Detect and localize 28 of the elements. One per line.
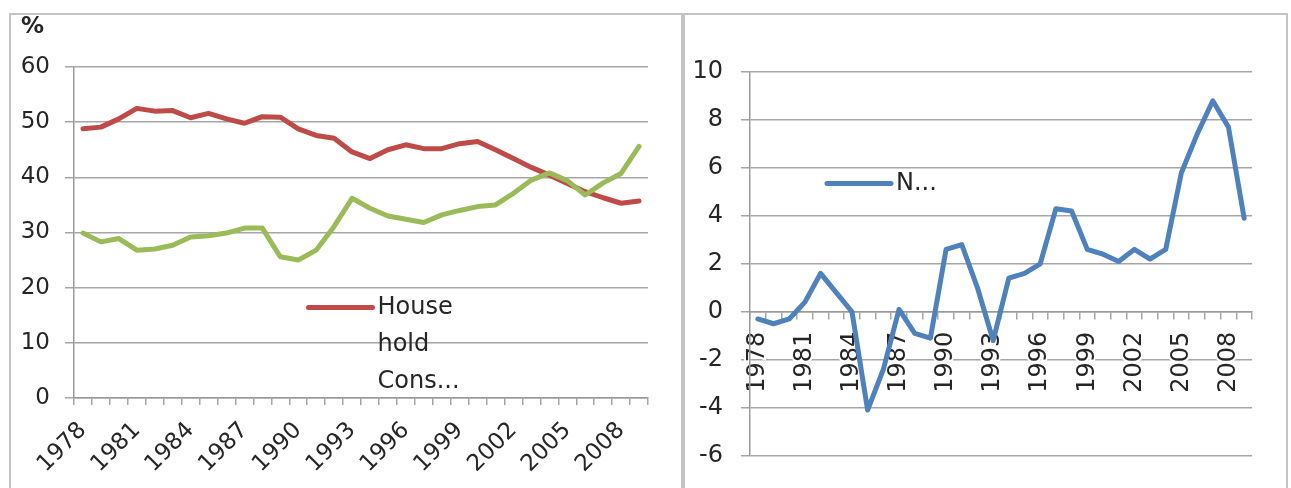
y-tick-label: 2 (707, 248, 723, 277)
y-tick-label: 0 (35, 382, 50, 409)
y-tick-label: -2 (699, 343, 723, 372)
x-tick-label: 1978 (742, 331, 771, 393)
x-tick-label: 1981 (789, 331, 818, 393)
y-tick-label: 6 (707, 152, 723, 181)
y-axis-title: % (21, 12, 45, 39)
y-tick-label: 0 (707, 295, 723, 324)
x-tick-label: 1996 (1024, 331, 1053, 393)
y-tick-label: 60 (20, 51, 50, 78)
y-tick-label: 8 (707, 104, 723, 133)
y-tick-label: -4 (699, 391, 723, 420)
y-tick-label: 50 (20, 107, 50, 134)
x-tick-label: 2002 (1118, 331, 1147, 393)
legend-label: N... (896, 167, 937, 196)
x-tick-label: 1999 (1071, 331, 1100, 393)
y-tick-label: 30 (20, 217, 50, 244)
y-tick-label: 4 (707, 200, 723, 229)
y-tick-label: 10 (20, 327, 50, 354)
x-tick-label: 1993 (977, 331, 1006, 393)
x-tick-label: 1990 (930, 331, 959, 393)
x-tick-label: 2008 (1212, 331, 1241, 393)
legend-label: House hold Cons... (377, 291, 460, 394)
y-tick-label: 20 (20, 272, 50, 299)
y-tick-label: 10 (692, 56, 723, 85)
y-tick-label: 40 (20, 162, 50, 189)
y-tick-label: -6 (699, 439, 723, 468)
x-tick-label: 2005 (1165, 331, 1194, 393)
